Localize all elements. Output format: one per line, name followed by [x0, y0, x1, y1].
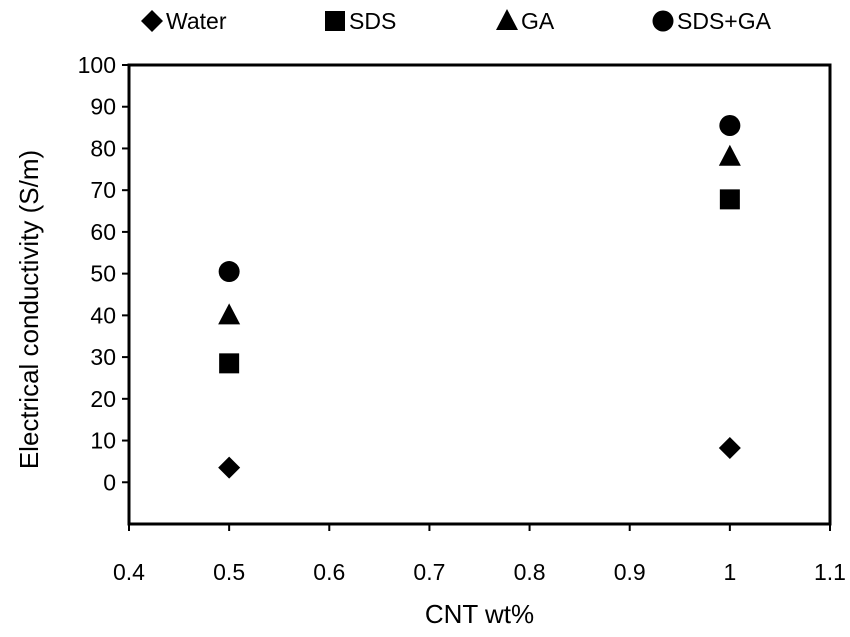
legend-item-sds-ga: SDS+GA [652, 8, 772, 34]
x-tick-label: 0.9 [614, 559, 646, 585]
plot-area [127, 63, 832, 526]
y-tick-label: 0 [103, 469, 116, 495]
y-tick-label: 100 [78, 52, 116, 78]
x-tick-label: 0.6 [313, 559, 345, 585]
y-tick-label: 20 [90, 386, 116, 412]
legend: Water SDS GA SDS+GA [141, 8, 772, 34]
legend-item-ga: GA [496, 8, 555, 34]
x-axis: 0.4 0.5 0.6 0.7 0.8 0.9 1 1.1 [113, 524, 846, 585]
legend-label-water: Water [166, 8, 227, 34]
legend-item-sds: SDS [325, 8, 396, 34]
y-tick-label: 90 [90, 94, 116, 120]
x-tick-label: 1.1 [814, 559, 846, 585]
y-tick-label: 10 [90, 428, 116, 454]
x-tick-label: 1 [723, 559, 736, 585]
y-axis-title: Electrical conductivity (S/m) [14, 150, 44, 469]
x-axis-title: CNT wt% [425, 599, 534, 629]
y-tick-label: 40 [90, 302, 116, 328]
point-sds [219, 353, 240, 374]
y-tick-label: 60 [90, 219, 116, 245]
point-water [218, 456, 241, 479]
y-tick-label: 70 [90, 177, 116, 203]
x-tick-label: 0.8 [514, 559, 546, 585]
y-tick-label: 80 [90, 135, 116, 161]
legend-item-water: Water [141, 8, 227, 34]
x-tick-label: 0.7 [413, 559, 445, 585]
point-sds-ga [218, 261, 240, 283]
y-axis: 0 10 20 30 40 50 60 70 80 90 100 [78, 52, 129, 495]
legend-label-ga: GA [521, 8, 555, 34]
point-sds [719, 189, 740, 210]
y-tick-label: 30 [90, 344, 116, 370]
data-points [218, 115, 741, 479]
point-ga [218, 303, 241, 325]
legend-marker-sds [325, 11, 345, 31]
legend-label-sds-ga: SDS+GA [677, 8, 772, 34]
legend-marker-sds-ga [652, 10, 674, 32]
x-tick-label: 0.4 [113, 559, 145, 585]
legend-label-sds: SDS [349, 8, 396, 34]
point-sds-ga [719, 115, 741, 137]
legend-marker-ga [496, 9, 518, 30]
y-tick-label: 50 [90, 261, 116, 287]
legend-marker-water [141, 10, 163, 32]
x-tick-label: 0.5 [213, 559, 245, 585]
point-water [718, 437, 741, 460]
point-ga [718, 144, 741, 166]
